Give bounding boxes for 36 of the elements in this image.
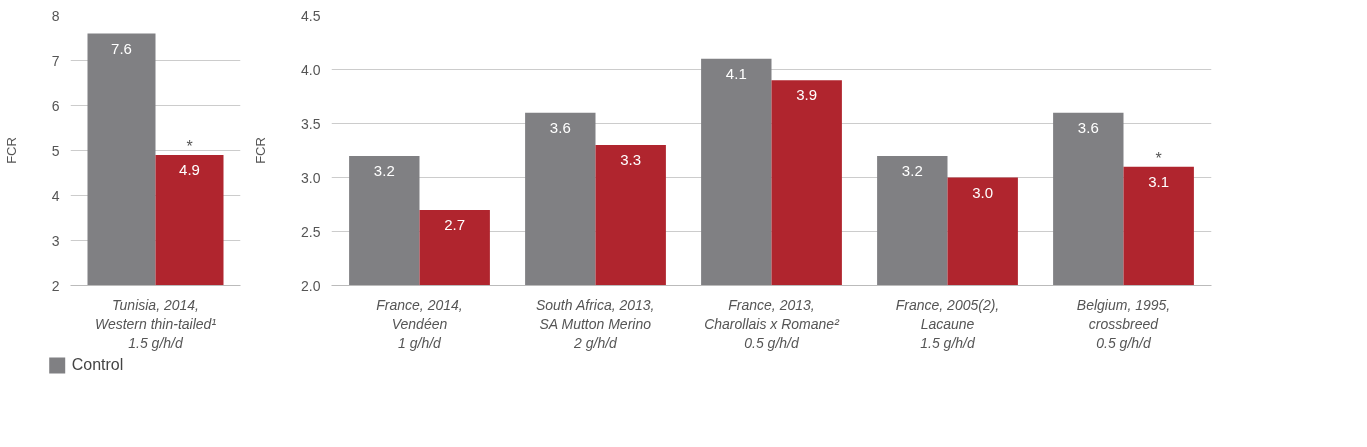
data-label: 3.0	[972, 183, 994, 201]
data-label: 3.9	[796, 86, 818, 104]
x-tick-label: France, 2014, Vendéen 1 g/h/d	[376, 296, 463, 351]
y-tick-label: 4.5	[301, 7, 321, 24]
y-tick-label: 8	[51, 7, 60, 24]
y-tick-label: 4.0	[301, 61, 321, 78]
x-tick-label: Belgium, 1995, crossbreed 0.5 g/h/d	[1076, 296, 1171, 351]
y-tick-label: 2.5	[301, 223, 321, 240]
x-tick-label: France, 2013, Charollais x Romane² 0.5 g/h/d	[704, 296, 841, 351]
x-tick-label: Tunisia, 2014, Western thin-tailed¹ 1.5 g/h/d	[94, 296, 217, 351]
y-tick-label: 5	[51, 142, 60, 159]
data-label: 4.9	[179, 161, 200, 178]
data-label: 3.2	[373, 161, 395, 179]
data-label: 3.3	[620, 151, 642, 169]
annotation: *	[1155, 149, 1162, 167]
y-tick-label: 4	[51, 187, 60, 204]
y-axis-title: FCR	[253, 137, 269, 164]
y-tick-label: 7	[51, 52, 60, 69]
y-tick-label: 2.0	[301, 277, 321, 294]
data-label: 3.1	[1148, 172, 1170, 190]
data-label: 3.6	[549, 118, 571, 136]
y-tick-label: 3	[51, 232, 60, 249]
data-label: 7.6	[111, 39, 132, 57]
x-tick-label: France, 2005(2), Lacaune 1.5 g/h/d	[895, 296, 1000, 351]
y-tick-label: 3.0	[301, 169, 321, 186]
data-label: 3.6	[1077, 118, 1099, 136]
x-tick-label: South Africa, 2013, SA Mutton Merino 2 g/h/d	[535, 296, 655, 351]
annotation: *	[186, 138, 193, 155]
data-label: 4.1	[725, 64, 747, 82]
legend-label: Control	[71, 356, 124, 374]
y-tick-label: 6	[51, 97, 60, 114]
data-label: 3.2	[901, 161, 923, 179]
y-axis-title: FCR	[3, 137, 19, 164]
y-tick-label: 2	[51, 277, 60, 294]
data-label: 2.7	[444, 215, 466, 233]
y-tick-label: 3.5	[301, 115, 321, 132]
